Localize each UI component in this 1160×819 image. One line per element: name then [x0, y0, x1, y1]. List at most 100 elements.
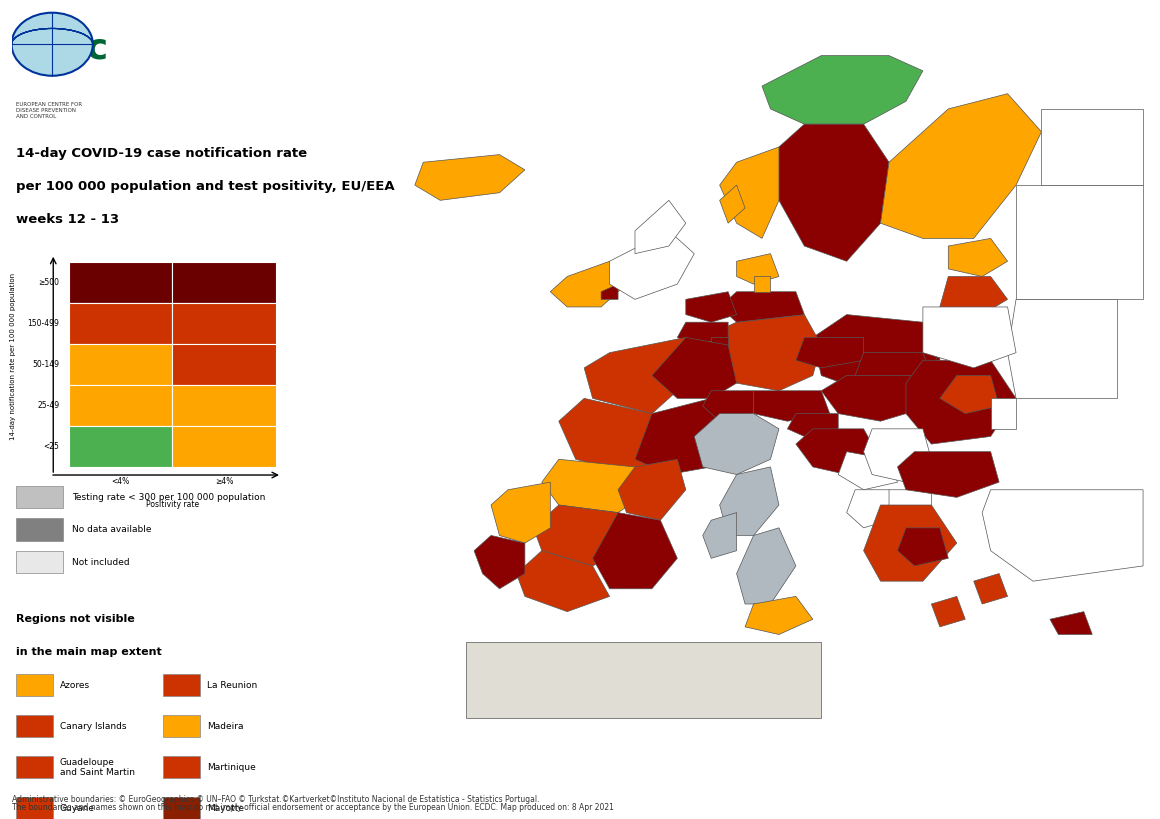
Polygon shape	[601, 284, 618, 300]
Bar	[68, 344, 173, 385]
Text: Canary Islands: Canary Islands	[59, 722, 126, 731]
Polygon shape	[719, 147, 780, 238]
Polygon shape	[983, 490, 1143, 581]
Bar	[162, 674, 201, 696]
Text: 14-day notification rate per 100 000 population: 14-day notification rate per 100 000 pop…	[9, 273, 15, 440]
Polygon shape	[813, 314, 940, 391]
Text: No data available: No data available	[72, 526, 152, 534]
Bar	[162, 715, 201, 737]
Polygon shape	[863, 505, 957, 581]
Bar	[16, 551, 63, 573]
Text: La Reunion: La Reunion	[206, 681, 258, 690]
Text: Regions not visible: Regions not visible	[16, 614, 135, 624]
Polygon shape	[1042, 109, 1143, 185]
Polygon shape	[898, 528, 949, 566]
Polygon shape	[534, 505, 635, 566]
Polygon shape	[719, 185, 745, 223]
Text: 150-499: 150-499	[28, 319, 59, 328]
Bar	[16, 756, 53, 778]
Polygon shape	[516, 550, 610, 612]
Polygon shape	[780, 124, 889, 261]
Text: Not included: Not included	[72, 559, 130, 567]
Polygon shape	[719, 467, 780, 536]
Polygon shape	[711, 314, 821, 391]
Bar	[173, 426, 276, 467]
Polygon shape	[855, 353, 931, 383]
Bar	[162, 756, 201, 778]
Text: The boundaries and names shown on this map do not imply official endorsement or : The boundaries and names shown on this m…	[12, 803, 614, 812]
Polygon shape	[923, 307, 991, 345]
Polygon shape	[465, 642, 821, 718]
Bar	[16, 674, 53, 696]
Polygon shape	[542, 459, 652, 513]
Text: Guyane: Guyane	[59, 804, 94, 812]
Text: weeks 12 - 13: weeks 12 - 13	[16, 213, 118, 226]
Polygon shape	[847, 490, 889, 528]
Polygon shape	[788, 414, 839, 437]
Text: 50-149: 50-149	[32, 360, 59, 369]
Polygon shape	[796, 337, 863, 368]
Polygon shape	[991, 398, 1016, 429]
Bar	[68, 303, 173, 344]
Polygon shape	[949, 238, 1008, 277]
Polygon shape	[618, 459, 686, 520]
Bar	[68, 385, 173, 426]
Polygon shape	[1050, 612, 1093, 635]
Polygon shape	[931, 596, 965, 627]
Text: 14-day COVID-19 case notification rate: 14-day COVID-19 case notification rate	[16, 147, 306, 161]
Polygon shape	[745, 596, 813, 635]
Polygon shape	[906, 360, 1016, 444]
Bar	[68, 426, 173, 467]
Polygon shape	[593, 513, 677, 589]
Polygon shape	[610, 231, 694, 300]
Text: Testing rate < 300 per 100 000 population: Testing rate < 300 per 100 000 populatio…	[72, 493, 266, 501]
Text: <4%: <4%	[111, 477, 130, 486]
Polygon shape	[550, 261, 626, 307]
Polygon shape	[754, 391, 829, 421]
Text: EUROPEAN CENTRE FOR
DISEASE PREVENTION
AND CONTROL: EUROPEAN CENTRE FOR DISEASE PREVENTION A…	[16, 102, 82, 119]
Bar	[16, 797, 53, 819]
Polygon shape	[1008, 300, 1117, 398]
Polygon shape	[940, 277, 1008, 314]
Polygon shape	[1016, 185, 1143, 300]
Text: Administrative boundaries: © EuroGeographics © UN–FAO © Turkstat.©Kartverket©Ins: Administrative boundaries: © EuroGeograp…	[12, 795, 539, 804]
Polygon shape	[754, 277, 770, 292]
Polygon shape	[585, 337, 694, 414]
Text: Madeira: Madeira	[206, 722, 244, 731]
Polygon shape	[635, 398, 737, 474]
Polygon shape	[635, 201, 686, 254]
Polygon shape	[839, 452, 898, 490]
Polygon shape	[677, 322, 728, 345]
Bar	[173, 262, 276, 303]
Polygon shape	[880, 93, 1042, 238]
Polygon shape	[940, 375, 999, 414]
Polygon shape	[863, 429, 931, 482]
Polygon shape	[821, 375, 931, 421]
Text: in the main map extent: in the main map extent	[16, 647, 161, 657]
Polygon shape	[686, 292, 737, 322]
Polygon shape	[737, 528, 796, 604]
Polygon shape	[923, 307, 1016, 368]
Text: 25-49: 25-49	[37, 401, 59, 410]
Text: ecdc: ecdc	[16, 31, 109, 66]
Polygon shape	[737, 254, 780, 284]
Polygon shape	[491, 482, 550, 543]
Circle shape	[12, 13, 93, 75]
Text: Martinique: Martinique	[206, 763, 255, 771]
Polygon shape	[559, 398, 677, 474]
Text: Azores: Azores	[59, 681, 89, 690]
Bar	[173, 344, 276, 385]
Polygon shape	[703, 513, 737, 559]
Bar	[16, 715, 53, 737]
Polygon shape	[914, 337, 940, 360]
Polygon shape	[796, 429, 880, 474]
Text: per 100 000 population and test positivity, EU/EEA: per 100 000 population and test positivi…	[16, 180, 394, 193]
Bar	[173, 303, 276, 344]
Polygon shape	[973, 573, 1008, 604]
Polygon shape	[474, 536, 525, 589]
Polygon shape	[898, 452, 999, 497]
Bar	[16, 518, 63, 541]
Polygon shape	[711, 337, 728, 353]
Polygon shape	[703, 391, 754, 421]
Polygon shape	[762, 56, 923, 124]
